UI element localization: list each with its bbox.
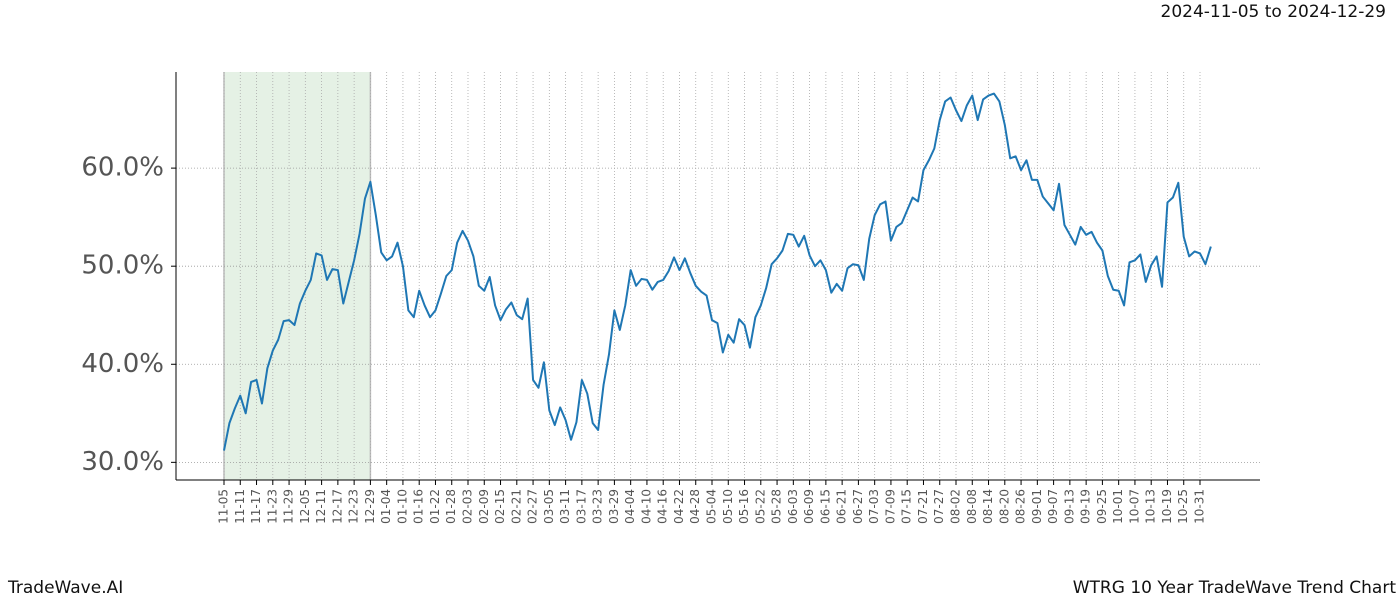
x-tick-label: 07-03 [867, 489, 881, 524]
x-tick-label: 09-19 [1079, 489, 1093, 524]
x-tick-label: 12-11 [314, 489, 328, 524]
x-tick-label: 01-16 [412, 489, 426, 524]
y-tick-label: 40.0% [81, 349, 164, 379]
x-tick-label: 09-07 [1046, 489, 1060, 524]
x-tick-label: 06-03 [786, 489, 800, 524]
x-tick-label: 01-22 [428, 489, 442, 524]
x-tick-label: 08-26 [1014, 489, 1028, 524]
x-tick-label: 07-09 [883, 489, 897, 524]
x-tick-label: 07-15 [900, 489, 914, 524]
x-tick-label: 04-04 [623, 489, 637, 524]
chart-title: WTRG 10 Year TradeWave Trend Chart [1073, 578, 1397, 598]
x-tick-label: 11-11 [233, 489, 247, 524]
x-tick-label: 10-25 [1176, 489, 1190, 524]
x-tick-label: 02-15 [493, 489, 507, 524]
x-tick-label: 12-23 [347, 489, 361, 524]
x-tick-label: 10-31 [1193, 489, 1207, 524]
x-tick-label: 03-17 [574, 489, 588, 524]
x-tick-label: 08-14 [981, 489, 995, 524]
x-tick-label: 11-17 [249, 489, 263, 524]
x-tick-label: 02-09 [477, 489, 491, 524]
x-tick-label: 07-21 [916, 489, 930, 524]
x-tick-label: 11-23 [265, 489, 279, 524]
x-tick-label: 08-02 [949, 489, 963, 524]
x-tick-label: 01-04 [379, 489, 393, 524]
x-tick-label: 04-28 [688, 489, 702, 524]
x-tick-label: 06-21 [835, 489, 849, 524]
x-tick-label: 03-23 [591, 489, 605, 524]
x-tick-label: 02-21 [509, 489, 523, 524]
x-tick-label: 05-10 [721, 489, 735, 524]
x-tick-label: 02-27 [526, 489, 540, 524]
x-tick-label: 08-20 [997, 489, 1011, 524]
highlight-span [224, 72, 371, 480]
x-tick-label: 08-08 [965, 489, 979, 524]
x-tick-label: 05-16 [737, 489, 751, 524]
x-tick-label: 12-29 [363, 489, 377, 524]
x-tick-label: 03-05 [542, 489, 556, 524]
x-tick-label: 06-15 [818, 489, 832, 524]
x-tick-label: 12-17 [330, 489, 344, 524]
x-tick-label: 09-13 [1062, 489, 1076, 524]
x-tick-label: 07-27 [932, 489, 946, 524]
x-tick-label: 02-03 [461, 489, 475, 524]
x-tick-label: 12-05 [298, 489, 312, 524]
x-tick-label: 04-22 [672, 489, 686, 524]
x-tick-label: 10-07 [1127, 489, 1141, 524]
x-tick-label: 03-11 [558, 489, 572, 524]
x-tick-label: 11-29 [282, 489, 296, 524]
x-tick-label: 10-19 [1160, 489, 1174, 524]
x-tick-label: 06-09 [802, 489, 816, 524]
x-tick-label: 04-10 [639, 489, 653, 524]
x-tick-label: 10-13 [1144, 489, 1158, 524]
y-tick-label: 30.0% [81, 447, 164, 477]
x-tick-label: 03-29 [607, 489, 621, 524]
x-tick-label: 05-22 [753, 489, 767, 524]
x-tick-label: 09-01 [1030, 489, 1044, 524]
x-tick-label: 10-01 [1111, 489, 1125, 524]
y-tick-label: 50.0% [81, 251, 164, 281]
date-range: 2024-11-05 to 2024-12-29 [1161, 2, 1386, 22]
x-tick-label: 05-04 [705, 489, 719, 524]
x-tick-label: 04-16 [656, 489, 670, 524]
brand: TradeWave.AI [7, 578, 123, 598]
x-tick-label: 05-28 [770, 489, 784, 524]
x-tick-label: 01-28 [444, 489, 458, 524]
x-tick-label: 11-05 [217, 489, 231, 524]
y-tick-label: 60.0% [81, 153, 164, 183]
x-tick-label: 06-27 [851, 489, 865, 524]
x-tick-label: 09-25 [1095, 489, 1109, 524]
x-tick-label: 01-10 [395, 489, 409, 524]
trend-line [223, 92, 1212, 451]
